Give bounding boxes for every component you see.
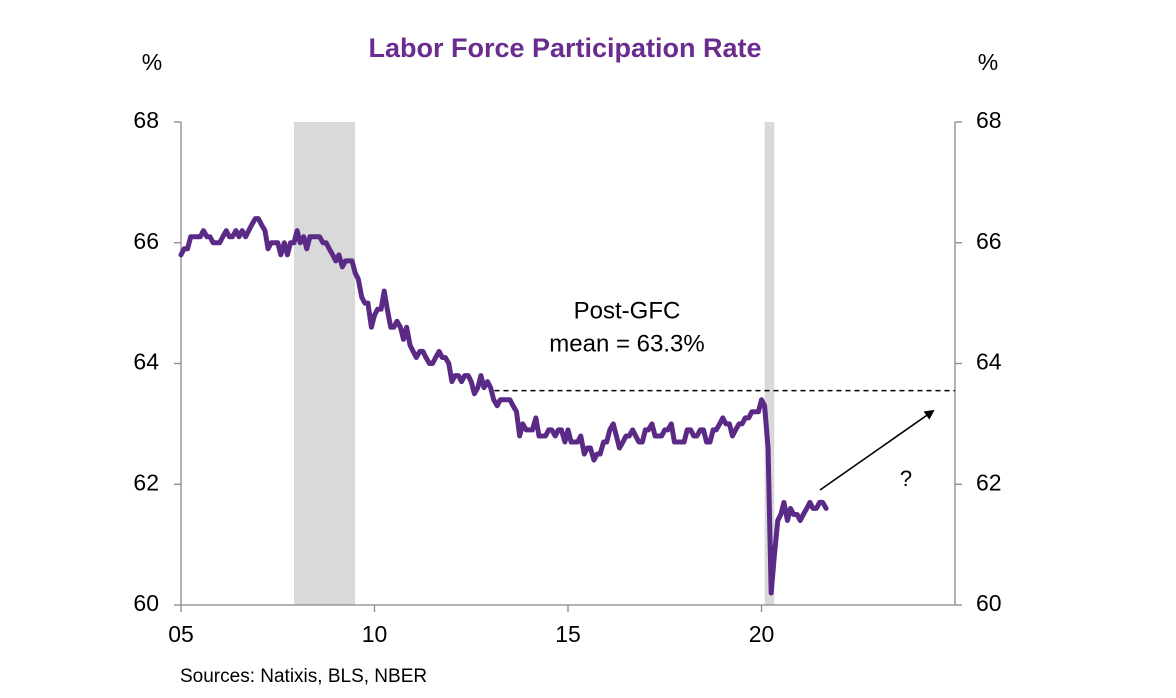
y-tick-label: 68	[133, 107, 159, 133]
arrow	[819, 409, 935, 491]
annotation-line: Post-GFC	[574, 297, 681, 324]
y-axis-label: %	[142, 49, 162, 75]
x-tick-label: 15	[555, 621, 581, 647]
y2-axis-label: %	[978, 49, 998, 75]
y-tick-label: 62	[133, 469, 159, 495]
y2-tick-label: 66	[976, 228, 1002, 254]
y2-tick-label: 64	[976, 349, 1002, 375]
source: Sources: Natixis, BLS, NBER	[180, 666, 427, 687]
annotation-line: mean = 63.3%	[549, 330, 704, 357]
data-line	[178, 216, 829, 596]
y-tick-label: 60	[133, 590, 159, 616]
background-layer	[294, 122, 775, 605]
y-tick-label: 64	[133, 349, 159, 375]
x-tick-label: 20	[749, 621, 775, 647]
question-mark: ?	[900, 466, 912, 491]
y2-tick-label: 68	[976, 107, 1002, 133]
chart-title: Labor Force Participation Rate	[368, 33, 761, 63]
x-tick-label: 10	[362, 621, 388, 647]
recession-shade	[294, 122, 356, 605]
x-tick-label: 05	[168, 621, 194, 647]
y2-tick-label: 62	[976, 469, 1002, 495]
recession-shade	[764, 122, 775, 605]
y-tick-label: 66	[133, 228, 159, 254]
y2-tick-label: 60	[976, 590, 1002, 616]
